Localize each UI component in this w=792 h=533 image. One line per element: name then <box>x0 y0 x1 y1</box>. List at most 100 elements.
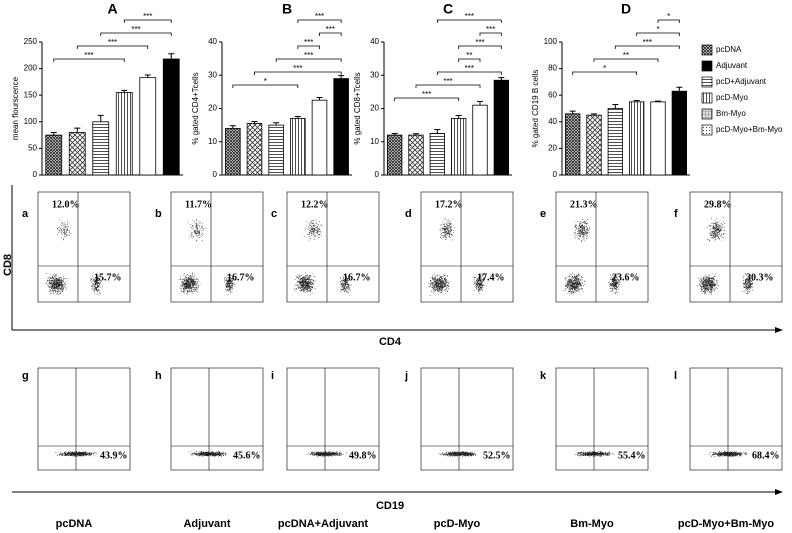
bar <box>607 108 623 176</box>
panel-letter: f <box>674 208 678 220</box>
error-bar <box>316 97 323 101</box>
y-axis-label: % gated CD19 B cells <box>531 70 540 148</box>
y-tick-label: 150 <box>24 90 38 99</box>
dot-cloud <box>573 219 590 243</box>
significance-bracket <box>436 19 502 23</box>
chart-title: A <box>107 1 117 17</box>
error-bar <box>455 114 462 119</box>
quadrant-percent: 21.3% <box>570 199 598 210</box>
error-bar <box>477 101 483 106</box>
significance-label: * <box>264 77 267 86</box>
bar <box>586 114 602 176</box>
significance-bracket <box>479 32 502 36</box>
significance-label: *** <box>131 25 140 34</box>
significance-bracket <box>319 32 342 36</box>
y-tick-label: 200 <box>24 64 38 73</box>
legend-label: pcD+Adjuvant <box>716 77 767 86</box>
significance-label: *** <box>475 38 484 47</box>
bar <box>92 121 110 176</box>
panel-letter: i <box>271 370 274 382</box>
y-tick-label: 0 <box>213 170 218 179</box>
bar <box>333 78 349 176</box>
significance-label: ** <box>623 51 629 60</box>
error-bar <box>676 86 683 92</box>
plot-frame <box>420 367 514 471</box>
chart-title: D <box>621 1 631 17</box>
error-bar <box>229 125 236 129</box>
significance-label: *** <box>304 51 313 60</box>
significance-bracket <box>297 19 342 23</box>
error-bar <box>391 132 398 136</box>
bar <box>225 128 241 176</box>
quadrant-percent: 16.7% <box>343 272 371 283</box>
y-axis-label: mean flourscence <box>11 76 20 140</box>
quadrant-percent: 68.4% <box>752 450 780 461</box>
y-tick-label: 0 <box>375 170 380 179</box>
significance-label: *** <box>108 38 117 47</box>
bar <box>68 132 86 176</box>
significance-bracket <box>275 58 342 62</box>
significance-bracket <box>636 32 680 36</box>
significance-label: *** <box>84 51 93 60</box>
error-bar <box>591 113 597 116</box>
quadrant-percent: 43.9% <box>100 450 128 461</box>
panel-letter: e <box>540 208 546 220</box>
error-bar <box>498 77 505 81</box>
error-bar <box>434 128 441 134</box>
quadrant-percent: 55.4% <box>618 450 646 461</box>
dot-cloud <box>473 273 487 294</box>
error-bar <box>633 100 640 102</box>
significance-bracket <box>436 71 502 75</box>
bar <box>408 134 424 176</box>
quadrant-percent: 29.8% <box>704 199 732 210</box>
bar <box>565 113 581 176</box>
dot-cloud <box>45 273 68 295</box>
dot-cloud <box>575 450 614 458</box>
significance-bracket <box>458 45 502 49</box>
quadrant-percent: 17.4% <box>477 272 505 283</box>
plot-frame <box>170 191 264 303</box>
y-tick-label: 30 <box>208 70 217 79</box>
dot-cloud <box>294 272 317 295</box>
quadrant-percent: 12.2% <box>301 199 329 210</box>
plot-frame <box>286 367 380 471</box>
panel-letter: l <box>674 370 677 382</box>
group-label: pcD-Myo+Bm-Myo <box>678 518 775 530</box>
legend-label: pcDNA <box>716 45 742 54</box>
dot-cloud <box>90 274 103 295</box>
significance-label: *** <box>465 12 474 21</box>
dot-cloud <box>707 217 725 242</box>
plot-frame <box>37 191 131 303</box>
bar <box>629 101 645 176</box>
significance-bracket <box>572 71 638 75</box>
bar <box>451 118 467 176</box>
legend-swatch <box>701 108 713 120</box>
legend-swatch <box>701 76 713 88</box>
significance-bracket <box>593 58 659 62</box>
quadrant-percent: 17.2% <box>435 199 463 210</box>
error-bar <box>413 133 419 136</box>
significance-label: *** <box>293 64 302 73</box>
y-axis-label: % gated CD4+Tcells <box>191 72 200 144</box>
error-bar <box>655 100 661 102</box>
significance-label: * <box>603 64 606 73</box>
significance-label: ** <box>466 51 472 60</box>
y-tick-label: 40 <box>208 37 217 46</box>
error-bar <box>97 114 104 122</box>
y-tick-label: 40 <box>370 37 379 46</box>
y-tick-label: 40 <box>548 117 557 126</box>
y-tick-label: 100 <box>544 37 558 46</box>
significance-label: * <box>667 12 670 21</box>
group-label: Bm-Myo <box>570 518 614 530</box>
plot-frame <box>286 191 380 303</box>
bar <box>115 92 133 176</box>
plot-frame <box>170 367 264 471</box>
group-label: pcDNA+Adjuvant <box>278 518 368 530</box>
quadrant-percent: 11.7% <box>185 199 212 210</box>
group-label: Adjuvant <box>183 518 230 530</box>
quadrant-percent: 12.0% <box>52 199 80 210</box>
significance-label: *** <box>326 25 335 34</box>
dot-cloud <box>428 273 450 296</box>
significance-bracket <box>232 84 299 88</box>
dot-cloud <box>608 273 622 295</box>
